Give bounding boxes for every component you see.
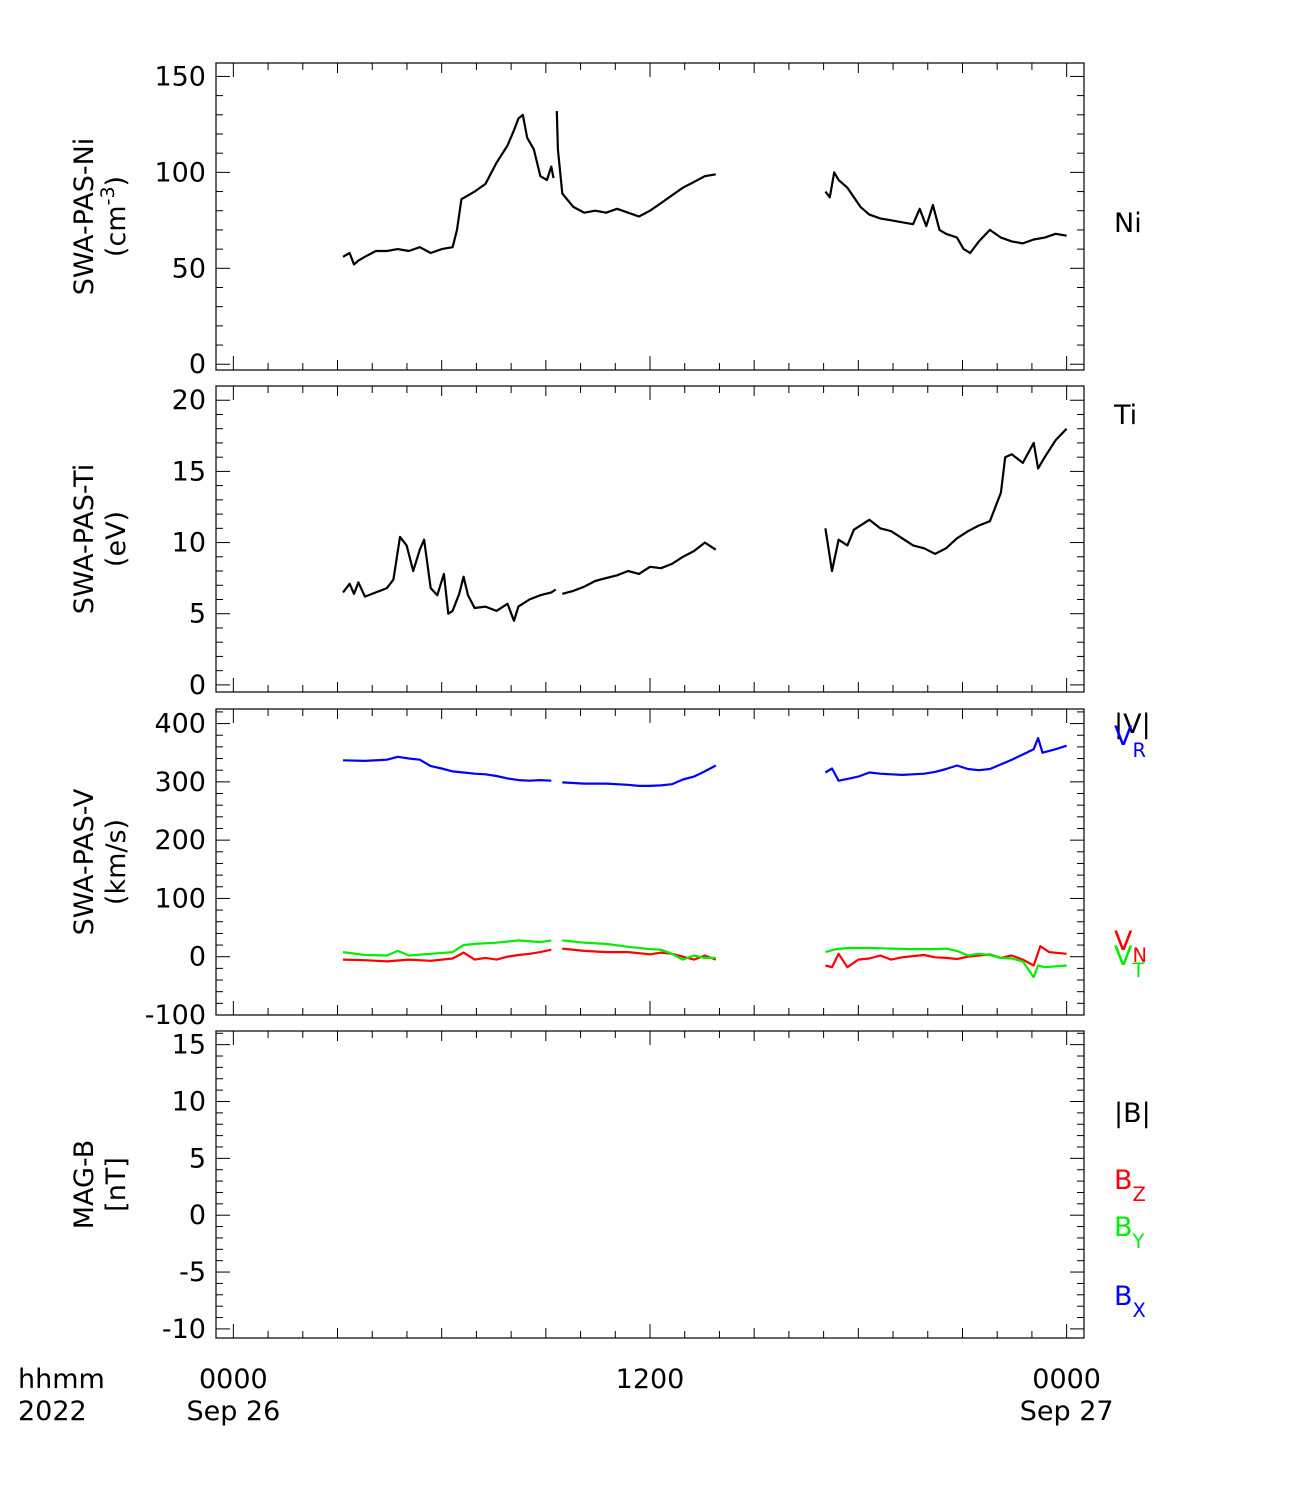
series-line-ni-0-1 [555, 110, 716, 218]
y-axis-unit-v: (km/s) [101, 819, 132, 905]
y-tick-label-ni: 0 [189, 349, 206, 380]
x-tick-label: 1200 [616, 1364, 685, 1395]
series-line-ni-1-0 [824, 171, 1067, 255]
panel-ni: 0 50 100 150 SWA-PAS-Ni (cm-3) Ni [69, 61, 1142, 380]
plot-frame-v [215, 708, 1085, 1016]
legend-label-b-3: BX [1114, 1281, 1146, 1322]
y-tick-label-ti: 20 [172, 385, 206, 416]
plot-frame-ni [215, 62, 1085, 371]
x-axis-row-label-format: hhmm [18, 1364, 105, 1395]
y-tick-label-b: 5 [189, 1143, 206, 1174]
series-line-ti-0-0 [342, 535, 557, 622]
y-tick-label-v: -100 [145, 1000, 206, 1031]
legend-label-ti-0: Ti [1113, 400, 1137, 431]
y-tick-label-ni: 100 [154, 157, 206, 188]
series-line-ti-1-0 [824, 427, 1068, 573]
legend-label-ni-0: Ni [1114, 208, 1142, 239]
y-tick-label-ti: 5 [189, 599, 206, 630]
plot-frame-b [215, 1030, 1085, 1339]
legend-label-v-3: VT [1114, 941, 1144, 982]
series-line-v-1-2 [825, 945, 1067, 969]
series-line-v-2-2 [825, 946, 1067, 979]
y-tick-label-v: 0 [189, 942, 206, 973]
y-tick-label-ti: 15 [172, 456, 206, 487]
series-line-ti-0-1 [562, 541, 717, 595]
panel-ti: 0 5 10 15 20 SWA-PAS-Ti (eV) Ti [69, 385, 1137, 701]
series-line-v-2-0 [342, 939, 552, 957]
panel-b: -10 -5 0 5 10 15 MAG-B [nT] |B| BZ BY BX [69, 1030, 1151, 1345]
y-tick-label-ni: 50 [172, 253, 206, 284]
y-tick-label-b: -10 [162, 1314, 206, 1345]
legend-label-b-2: BY [1114, 1212, 1145, 1253]
series-line-v-1-1 [562, 947, 717, 961]
panel-v: -100 0 100 200 300 400 SWA-PAS-V (km/s) |V|VR VNV… [69, 708, 1151, 1031]
y-tick-label-b: -5 [179, 1257, 206, 1288]
y-tick-label-v: 200 [154, 825, 206, 856]
x-tick-label: 0000 [199, 1364, 268, 1395]
y-tick-label-ni: 150 [154, 61, 206, 92]
y-axis-label-ti: SWA-PAS-Ti [69, 464, 100, 615]
y-tick-label-v: 400 [154, 709, 206, 740]
series-line-v-0-2 [824, 737, 1067, 782]
series-line-v-0-1 [562, 764, 717, 787]
x-tick-label: 0000 [1032, 1364, 1101, 1395]
series-line-v-2-1 [562, 939, 716, 961]
series-line-v-1-0 [342, 948, 552, 963]
series-line-v-0-0 [342, 755, 552, 782]
x-tick-date-label: Sep 26 [186, 1396, 280, 1427]
y-axis-unit-ti: (eV) [101, 511, 132, 567]
series-line-ni-0-0 [342, 113, 555, 266]
y-axis-label-ni: SWA-PAS-Ni [69, 138, 100, 296]
y-tick-label-v: 100 [154, 883, 206, 914]
y-tick-label-ti: 10 [172, 528, 206, 559]
legend-label-v-2: VN [1114, 926, 1147, 967]
y-axis-unit-b: [nT] [101, 1157, 132, 1212]
legend-label-b-0: |B| [1114, 1098, 1151, 1129]
x-axis-row-label-year: 2022 [18, 1396, 87, 1427]
y-axis-unit-ni: (cm-3) [97, 176, 132, 257]
y-axis-label-b: MAG-B [69, 1140, 100, 1230]
legend-label-b-1: BZ [1114, 1165, 1146, 1206]
y-tick-label-b: 10 [172, 1086, 206, 1117]
y-tick-label-ti: 0 [189, 670, 206, 701]
y-tick-label-v: 300 [154, 767, 206, 798]
y-tick-label-b: 0 [189, 1200, 206, 1231]
x-tick-date-label: Sep 27 [1020, 1396, 1114, 1427]
legend-label-v-1: VR [1114, 721, 1146, 762]
plot-frame-ti [215, 385, 1085, 693]
y-axis-label-v: SWA-PAS-V [69, 788, 100, 935]
y-tick-label-b: 15 [172, 1030, 206, 1061]
legend-label-v-0: |V| [1114, 709, 1151, 740]
